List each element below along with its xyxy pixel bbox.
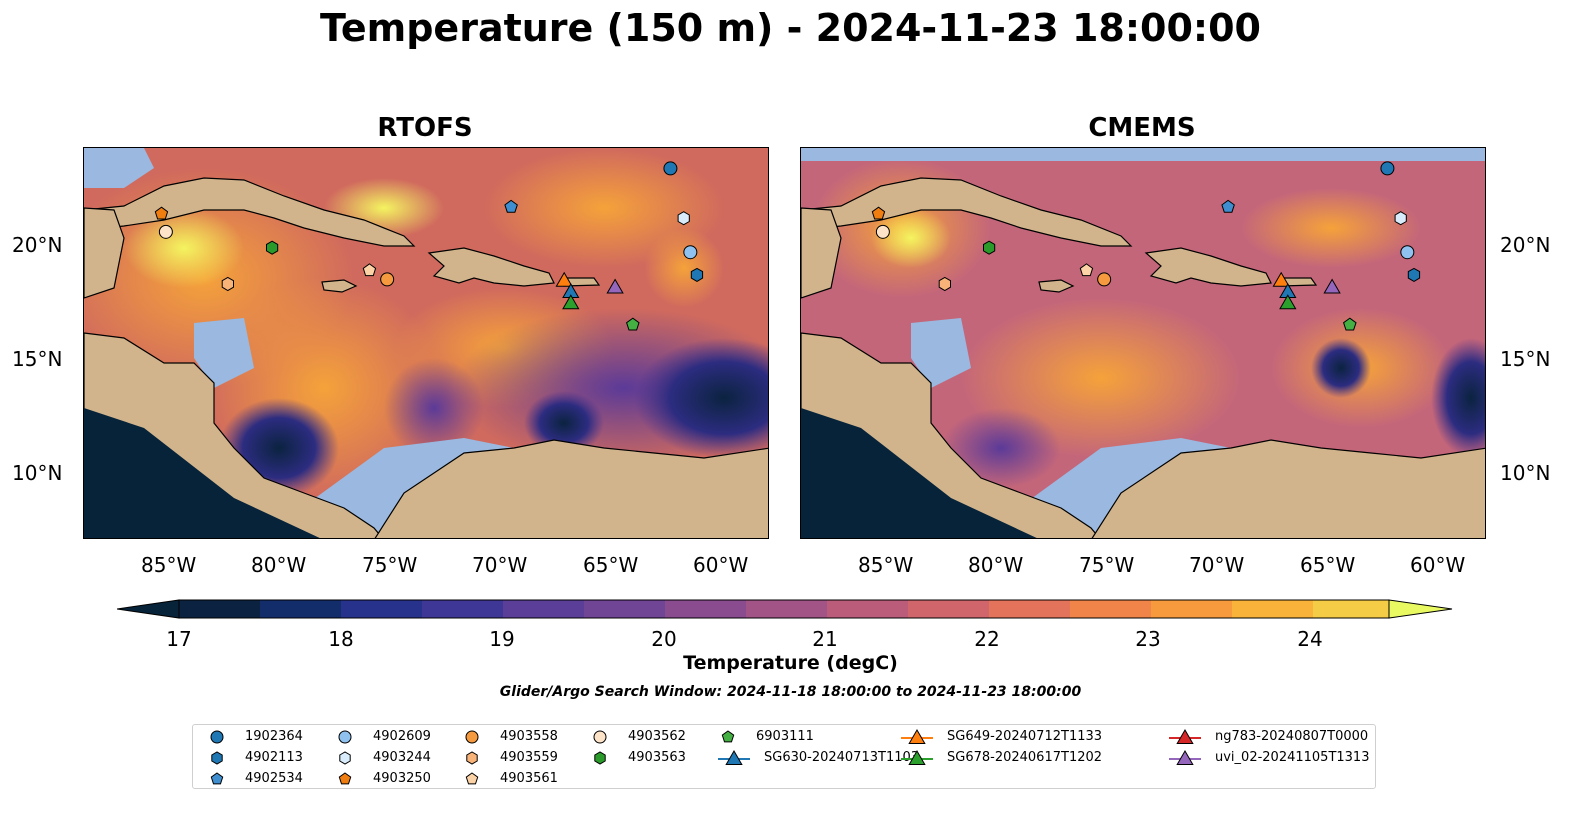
lon-label-60w-left: 60°W	[693, 553, 749, 577]
colorbar-tick-17: 17	[166, 627, 192, 651]
lat-label-15n-right: 15°N	[1500, 347, 1551, 371]
legend-marker-icon	[465, 730, 479, 744]
figure-title: Temperature (150 m) - 2024-11-23 18:00:0…	[319, 6, 1261, 50]
legend: 1902364 4902113 4902534 4902609 4903244 49032…	[192, 724, 1376, 789]
rtofs-map	[83, 147, 769, 539]
observation-marker	[154, 206, 169, 220]
observation-marker	[562, 294, 580, 310]
lon-label-65w-right: 65°W	[1300, 553, 1356, 577]
lat-label-20n-left: 20°N	[12, 233, 63, 257]
legend-item-label: 4903558	[500, 729, 558, 744]
legend-item-label: uvi_02-20241105T1313	[1215, 750, 1370, 765]
legend-item-label: 4903561	[500, 771, 558, 786]
observation-marker	[677, 211, 690, 226]
legend-marker-icon	[211, 751, 223, 765]
legend-marker-icon	[593, 730, 607, 744]
colorbar-tick-23: 23	[1135, 627, 1161, 651]
observation-marker	[690, 267, 704, 282]
legend-item-label: 4903250	[373, 771, 431, 786]
legend-marker-icon	[338, 772, 352, 785]
lon-label-80w-right: 80°W	[968, 553, 1024, 577]
legend-marker-icon	[210, 772, 224, 785]
legend-item-label: 1902364	[245, 729, 303, 744]
observation-marker	[1221, 199, 1235, 213]
legend-item-label: SG678-20240617T1202	[947, 750, 1103, 765]
legend-marker-icon	[718, 750, 750, 765]
legend-item-label: SG630-20240713T1103	[764, 750, 920, 765]
legend-marker-icon	[465, 772, 479, 785]
observation-marker	[1279, 294, 1297, 310]
colorbar-tick-24: 24	[1297, 627, 1323, 651]
observation-marker	[1097, 272, 1112, 287]
observation-marker	[380, 272, 395, 287]
observation-marker	[606, 278, 624, 294]
legend-item-label: 4902609	[373, 729, 431, 744]
colorbar-tick-21: 21	[812, 627, 838, 651]
legend-marker-icon	[210, 730, 224, 744]
lat-label-10n-right: 10°N	[1500, 461, 1551, 485]
legend-marker-icon	[1169, 750, 1201, 765]
lon-label-85w-right: 85°W	[858, 553, 914, 577]
panel-title-cmems: CMEMS	[1088, 113, 1196, 143]
observation-marker	[938, 276, 951, 292]
observation-marker	[983, 240, 996, 255]
lon-label-70w-left: 70°W	[472, 553, 528, 577]
observation-marker	[1323, 278, 1341, 294]
observation-marker	[1343, 317, 1357, 331]
observation-marker	[1380, 161, 1395, 176]
lon-label-75w-left: 75°W	[362, 553, 418, 577]
legend-marker-icon	[339, 751, 351, 765]
legend-marker-icon	[338, 730, 352, 744]
observation-marker	[871, 206, 886, 220]
lon-label-60w-right: 60°W	[1410, 553, 1466, 577]
lon-label-80w-left: 80°W	[251, 553, 307, 577]
lat-label-10n-left: 10°N	[12, 461, 63, 485]
observation-marker	[875, 224, 890, 239]
legend-marker-icon	[901, 750, 933, 765]
legend-item-label: 4903559	[500, 750, 558, 765]
lon-label-75w-right: 75°W	[1079, 553, 1135, 577]
temperature-colorbar	[117, 599, 1453, 619]
colorbar-tick-18: 18	[328, 627, 354, 651]
observation-marker	[1394, 211, 1407, 226]
legend-marker-icon	[721, 730, 735, 743]
legend-marker-icon	[594, 751, 606, 765]
lon-label-65w-left: 65°W	[583, 553, 639, 577]
lon-label-70w-right: 70°W	[1189, 553, 1245, 577]
legend-item-label: ng783-20240807T0000	[1215, 729, 1369, 744]
observation-marker	[1272, 271, 1290, 287]
legend-item-label: 4902113	[245, 750, 303, 765]
observation-marker	[266, 240, 279, 255]
legend-marker-icon	[1169, 729, 1201, 744]
observation-marker	[158, 224, 173, 239]
colorbar-tick-22: 22	[974, 627, 1000, 651]
observation-marker	[504, 199, 518, 213]
observation-marker	[555, 271, 573, 287]
lon-label-85w-left: 85°W	[141, 553, 197, 577]
observation-marker	[683, 245, 698, 260]
panel-title-rtofs: RTOFS	[377, 113, 473, 143]
colorbar-tick-20: 20	[651, 627, 677, 651]
lat-label-15n-left: 15°N	[12, 347, 63, 371]
legend-item-label: 4903244	[373, 750, 431, 765]
legend-marker-icon	[466, 751, 478, 765]
legend-item-label: 4903563	[628, 750, 686, 765]
colorbar-label: Temperature (degC)	[683, 652, 898, 674]
legend-marker-icon	[901, 729, 933, 744]
observation-marker	[1400, 245, 1415, 260]
search-window-caption: Glider/Argo Search Window: 2024-11-18 18…	[499, 684, 1082, 700]
lat-label-20n-right: 20°N	[1500, 233, 1551, 257]
legend-item-label: SG649-20240712T1133	[947, 729, 1103, 744]
observation-marker	[626, 317, 640, 331]
legend-item-label: 4902534	[245, 771, 303, 786]
legend-item-label: 6903111	[756, 729, 814, 744]
observation-marker	[1079, 263, 1094, 277]
legend-item-label: 4903562	[628, 729, 686, 744]
colorbar-tick-19: 19	[489, 627, 515, 651]
cmems-map	[800, 147, 1486, 539]
observation-marker	[221, 276, 234, 292]
observation-marker	[663, 161, 678, 176]
observation-marker	[362, 263, 377, 277]
observation-marker	[1407, 267, 1421, 282]
